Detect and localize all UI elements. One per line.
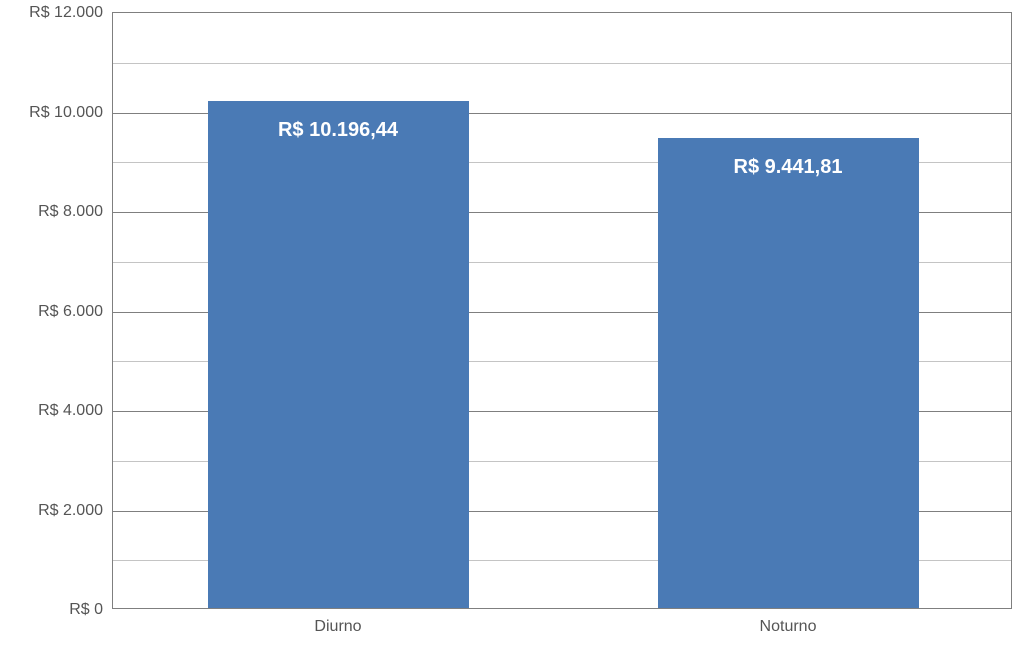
bar [208,101,469,608]
minor-gridline [113,63,1011,64]
bar-value-label: R$ 10.196,44 [278,119,398,142]
plot-area: R$ 0R$ 2.000R$ 4.000R$ 6.000R$ 8.000R$ 1… [112,12,1012,609]
y-axis-tick-label: R$ 0 [69,601,113,619]
y-axis-tick-label: R$ 10.000 [29,104,113,122]
y-axis-tick-label: R$ 12.000 [29,4,113,22]
x-axis-tick-label: Diurno [314,608,361,636]
y-axis-tick-label: R$ 8.000 [38,203,113,221]
bar-value-label: R$ 9.441,81 [734,156,843,179]
bar [658,138,919,608]
x-axis-tick-label: Noturno [760,608,817,636]
y-axis-tick-label: R$ 6.000 [38,303,113,321]
y-axis-tick-label: R$ 4.000 [38,402,113,420]
y-axis-tick-label: R$ 2.000 [38,502,113,520]
